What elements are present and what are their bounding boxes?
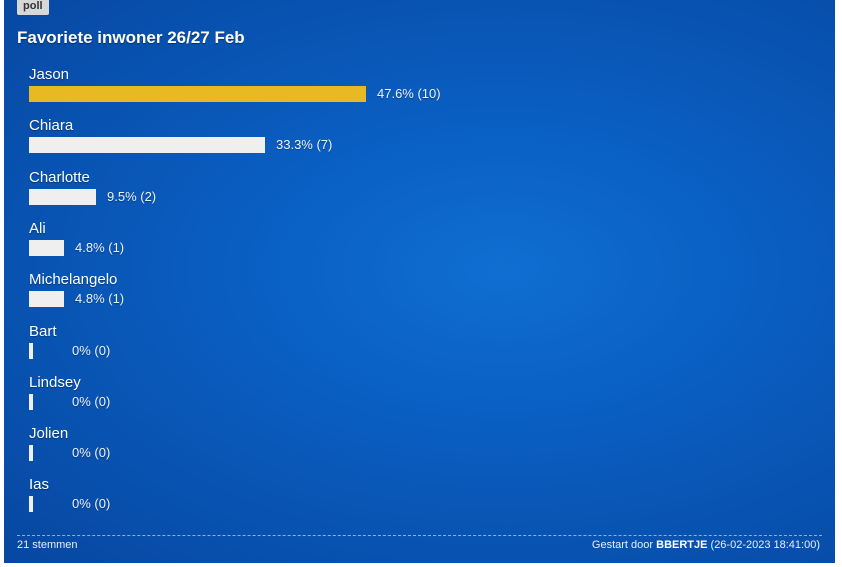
option-result: 33.3% (7) [276,137,333,152]
poll-started-by: Gestart door BBERTJE (26-02-2023 18:41:0… [592,539,820,551]
option-name: Charlotte [29,169,90,186]
option-name: Jolien [29,425,69,442]
option-result: 47.6% (10) [377,86,441,101]
result-bar [29,445,33,461]
option-name: Ias [29,476,50,493]
poll-option: Michelangelo 4.8% (1) [29,271,729,315]
footer-divider [17,535,822,536]
poll-option: Ali 4.8% (1) [29,220,729,264]
started-date: (26-02-2023 18:41:00) [710,539,820,551]
option-result: 4.8% (1) [75,291,125,306]
result-bar [29,189,96,205]
result-bar [29,343,33,359]
option-name: Chiara [29,117,74,134]
poll-option: Charlotte 9.5% (2) [29,169,729,213]
option-result: 0% (0) [72,496,111,511]
poll-option: Jason 47.6% (10) [29,66,729,110]
option-name: Bart [29,323,57,340]
option-result: 0% (0) [72,343,111,358]
vote-count: 21 stemmen [17,539,78,551]
result-bar [29,86,366,102]
option-result: 0% (0) [72,394,111,409]
result-bar [29,291,64,307]
author-link[interactable]: BBERTJE [656,539,708,551]
result-bar [29,394,33,410]
poll-title: Favoriete inwoner 26/27 Feb [17,28,245,47]
result-bar [29,137,265,153]
poll-option: Ias 0% (0) [29,476,729,520]
started-prefix: Gestart door [591,539,654,551]
poll-option: Jolien 0% (0) [29,425,729,469]
poll-option: Lindsey 0% (0) [29,374,729,418]
poll-option: Chiara 33.3% (7) [29,117,729,161]
option-result: 9.5% (2) [107,189,157,204]
option-result: 4.8% (1) [75,240,125,255]
option-result: 0% (0) [72,445,111,460]
option-name: Michelangelo [29,271,118,288]
poll-option: Bart 0% (0) [29,323,729,367]
result-bar [29,496,33,512]
option-name: Ali [29,220,46,237]
poll-panel: poll Favoriete inwoner 26/27 Feb Jason 47… [4,0,835,563]
option-name: Lindsey [29,374,81,391]
option-name: Jason [29,66,70,83]
poll-tag: poll [17,0,49,15]
result-bar [29,240,64,256]
